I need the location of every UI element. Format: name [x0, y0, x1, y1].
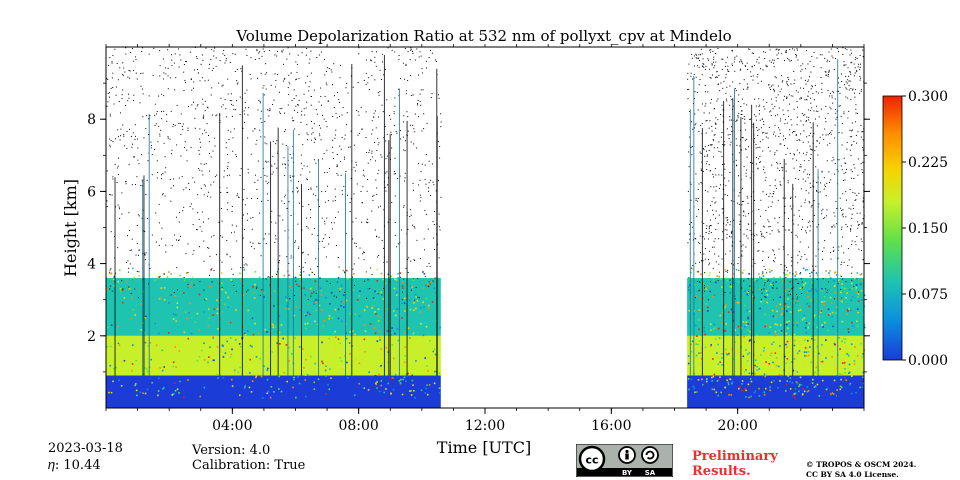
colorbar-tick-label: 0.075: [908, 287, 948, 303]
x-tick-label: 20:00: [717, 418, 757, 434]
y-tick-label: 4: [87, 257, 96, 273]
preliminary-results-note: Preliminary Results.: [692, 449, 778, 479]
colorbar-tick-label: 0.150: [908, 221, 948, 237]
y-tick-label: 8: [87, 112, 96, 128]
layer-boundary-layer: [687, 375, 864, 408]
copyright-line-2: CC BY SA 4.0 License.: [806, 470, 899, 479]
copyright-line-1: © TROPOS & OSCM 2024.: [806, 460, 917, 469]
x-tick-label: 04:00: [212, 418, 252, 434]
colorbar-ticks: 0.000 0.075 0.150 0.225 0.300: [902, 89, 948, 369]
layer-upper-aerosol-layer: [687, 278, 864, 336]
colorbar-tick-label: 0.225: [908, 155, 948, 171]
layer-elevated-dust-layer: [687, 335, 864, 376]
version-label: Version: 4.0: [192, 443, 271, 458]
x-tick-label: 12:00: [465, 418, 505, 434]
sa-text: SA: [645, 469, 656, 477]
eta-label: 𝜂: 10.44: [48, 458, 101, 473]
preliminary-line-2: Results.: [692, 464, 751, 479]
cc-text: cc: [585, 454, 598, 467]
colorbar-tick-label: 0.000: [908, 353, 948, 369]
copyright-note: © TROPOS & OSCM 2024. CC BY SA 4.0 Licen…: [806, 460, 916, 480]
colorbar: [882, 95, 903, 361]
y-axis: 2 4 6 8: [87, 82, 870, 373]
calibration-label: Calibration: True: [192, 458, 306, 473]
y-tick-label: 6: [87, 184, 96, 200]
sa-icon: [641, 446, 659, 464]
chart-title: Volume Depolarization Ratio at 532 nm of…: [235, 27, 731, 45]
layer-elevated-dust-layer: [106, 335, 441, 376]
x-axis-label: Time [UTC]: [437, 438, 531, 457]
by-text: BY: [622, 469, 633, 477]
plot-area: [106, 47, 866, 408]
date-label: 2023-03-18: [48, 441, 123, 456]
data-segment: [106, 47, 442, 408]
data-segment: [687, 47, 866, 408]
y-axis-label: Height [km]: [61, 179, 80, 277]
cc-by-sa-badge: cc BY SA: [576, 444, 673, 477]
x-tick-label: 08:00: [338, 418, 378, 434]
cc-icon: [578, 445, 606, 473]
y-tick-label: 2: [87, 329, 96, 345]
x-tick-label: 16:00: [591, 418, 631, 434]
colorbar-tick-label: 0.300: [908, 89, 948, 105]
preliminary-line-1: Preliminary: [692, 449, 778, 464]
x-axis: 04:00 08:00 12:00 16:00 20:00: [105, 44, 865, 434]
